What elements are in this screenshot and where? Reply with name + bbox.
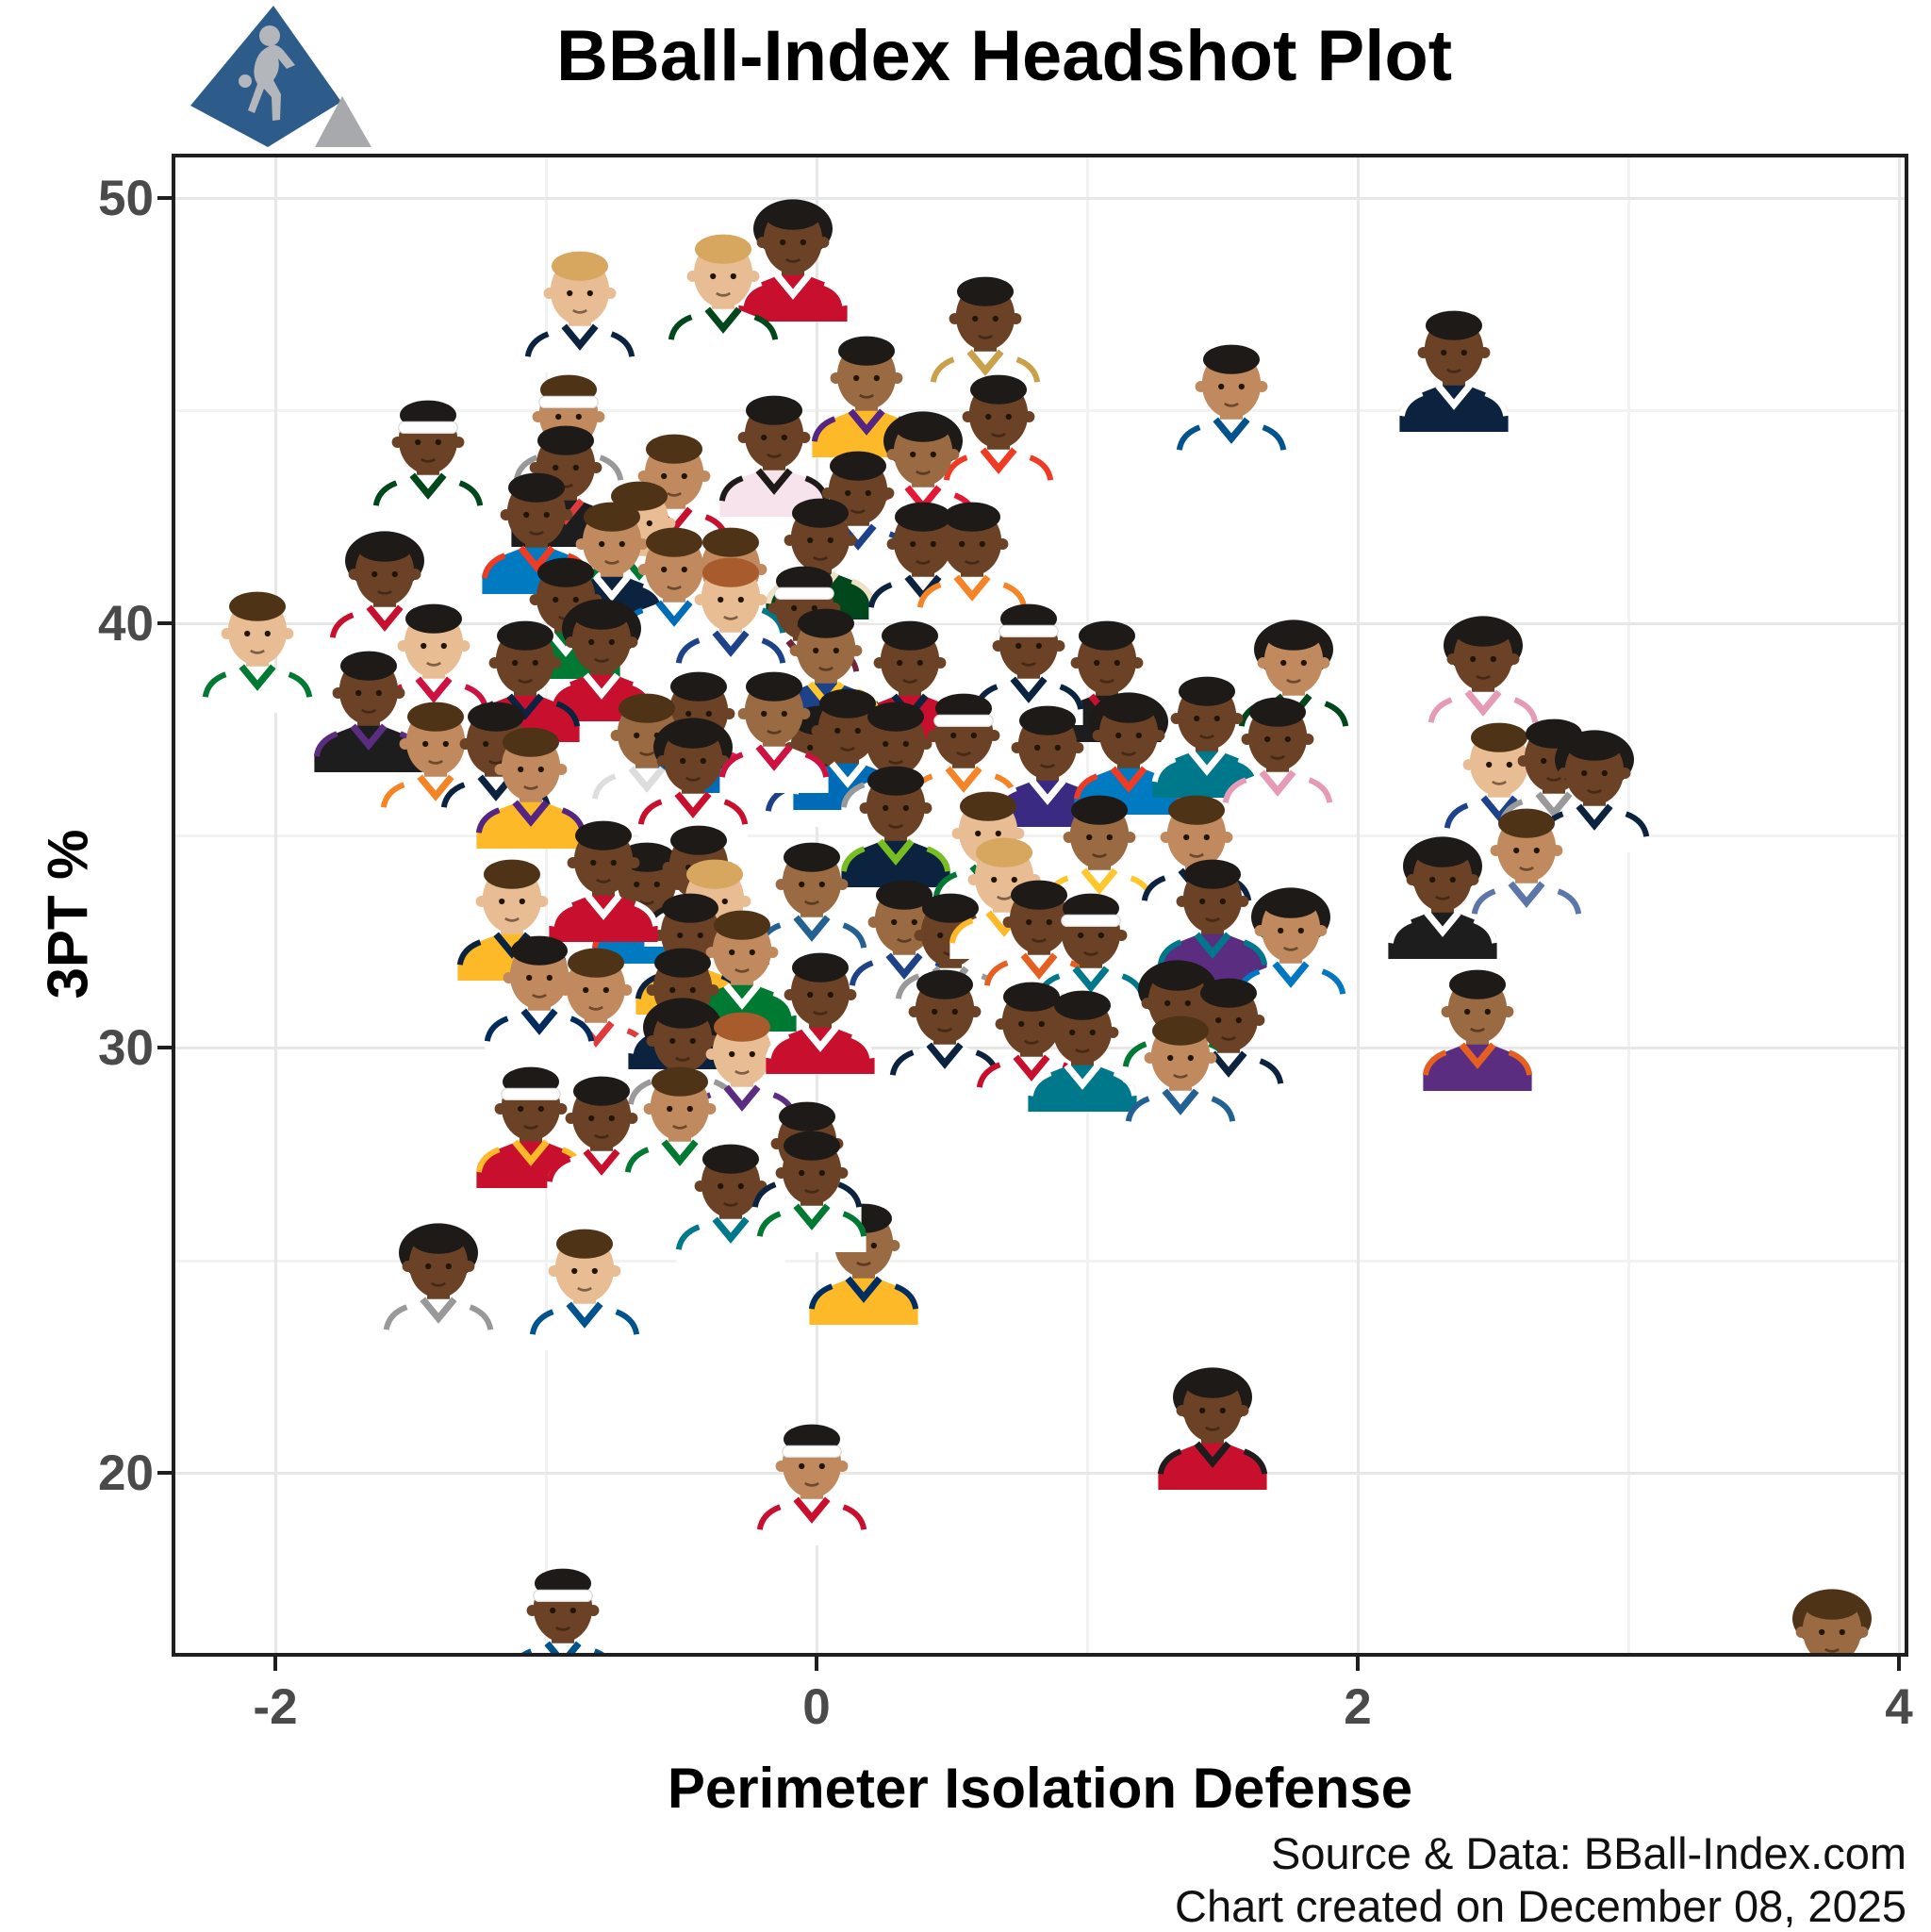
player-headshot-marker xyxy=(991,702,1104,828)
x-tick-label: -2 xyxy=(253,1679,298,1735)
player-headshot-marker xyxy=(718,669,831,794)
player-headshot-marker xyxy=(371,397,485,521)
player-headshot-marker xyxy=(755,1128,868,1253)
player-headshot-marker xyxy=(506,1565,619,1653)
player-headshot-marker xyxy=(480,470,593,594)
y-minor-gridline xyxy=(175,409,1905,413)
player-headshot-marker xyxy=(942,372,1055,496)
player-headshot-marker xyxy=(667,231,780,356)
y-minor-gridline xyxy=(175,1259,1905,1263)
player-headshot-marker xyxy=(312,648,425,772)
player-headshot-marker xyxy=(1386,834,1499,960)
player-headshot-marker xyxy=(888,966,1001,1091)
x-tick-label: 0 xyxy=(802,1679,831,1735)
y-tick-label: 20 xyxy=(98,1445,154,1502)
player-headshot-marker xyxy=(528,1226,641,1350)
plot-panel xyxy=(172,154,1908,1657)
y-tick-label: 30 xyxy=(98,1020,154,1077)
player-headshot-marker xyxy=(1156,1365,1269,1491)
y-major-gridline xyxy=(175,197,1905,200)
x-tick-label: 2 xyxy=(1344,1679,1372,1735)
x-major-gridline xyxy=(1898,157,1901,1653)
y-major-gridline xyxy=(175,1472,1905,1476)
basketball-player-silhouette-icon xyxy=(239,25,295,122)
player-headshot-marker xyxy=(1124,1013,1237,1138)
player-headshot-marker xyxy=(1150,673,1263,798)
x-axis-tick xyxy=(1356,1657,1360,1671)
x-axis-tick xyxy=(273,1657,277,1671)
bball-index-logo xyxy=(190,6,371,147)
player-headshot-marker xyxy=(1221,694,1334,819)
y-minor-gridline xyxy=(175,834,1905,838)
player-headshot-marker xyxy=(483,933,596,1057)
player-headshot-marker xyxy=(1421,966,1534,1091)
player-headshot-marker xyxy=(929,273,1042,399)
x-major-gridline xyxy=(274,157,277,1653)
chart-title: BBall-Index Headshot Plot xyxy=(555,16,1453,96)
x-minor-gridline xyxy=(1627,157,1630,1653)
x-minor-gridline xyxy=(545,157,548,1653)
player-headshot-marker xyxy=(755,839,868,964)
player-headshot-marker xyxy=(1538,728,1651,853)
player-headshot-marker xyxy=(674,554,787,679)
y-axis-tick xyxy=(157,1471,172,1476)
player-headshot-marker xyxy=(866,409,980,535)
y-tick-label: 50 xyxy=(98,171,154,226)
player-headshot-marker xyxy=(547,817,660,943)
x-axis-tick xyxy=(1897,1657,1901,1671)
y-axis-tick xyxy=(157,1046,172,1050)
player-headshot-marker xyxy=(1026,987,1139,1113)
x-axis-title: Perimeter Isolation Defense xyxy=(667,1757,1413,1820)
player-headshot-marker xyxy=(523,248,636,373)
player-headshot-marker xyxy=(685,1009,799,1133)
player-headshot-marker xyxy=(1470,805,1583,930)
player-headshot-marker xyxy=(736,197,850,322)
player-headshot-marker xyxy=(201,588,314,713)
logo-gray-triangle xyxy=(315,96,371,147)
created-caption: Chart created on December 08, 2025 xyxy=(1175,1881,1906,1931)
player-headshot-marker xyxy=(755,1421,868,1546)
y-axis-tick xyxy=(157,620,172,625)
player-headshot-marker xyxy=(382,1221,495,1346)
player-headshot-marker xyxy=(474,724,587,849)
player-headshot-marker xyxy=(839,763,952,887)
y-tick-label: 40 xyxy=(98,595,154,652)
player-headshot-marker xyxy=(1234,885,1347,1011)
player-headshot-marker xyxy=(1427,614,1540,738)
player-headshot-marker xyxy=(848,877,961,1002)
player-headshot-marker xyxy=(1397,307,1510,433)
x-major-gridline xyxy=(1357,157,1360,1653)
x-tick-label: 4 xyxy=(1885,1679,1913,1735)
player-headshot-marker xyxy=(636,716,750,840)
y-axis-tick xyxy=(157,196,172,200)
player-headshot-marker xyxy=(1043,792,1156,917)
player-headshot-marker xyxy=(1175,341,1288,467)
player-headshot-marker xyxy=(764,949,877,1074)
player-headshot-marker xyxy=(379,699,492,823)
x-axis-tick xyxy=(815,1657,818,1671)
y-axis-title: 3PT % xyxy=(36,829,100,999)
source-caption: Source & Data: BBall-Index.com xyxy=(1271,1828,1906,1878)
player-headshot-marker xyxy=(1775,1587,1889,1653)
